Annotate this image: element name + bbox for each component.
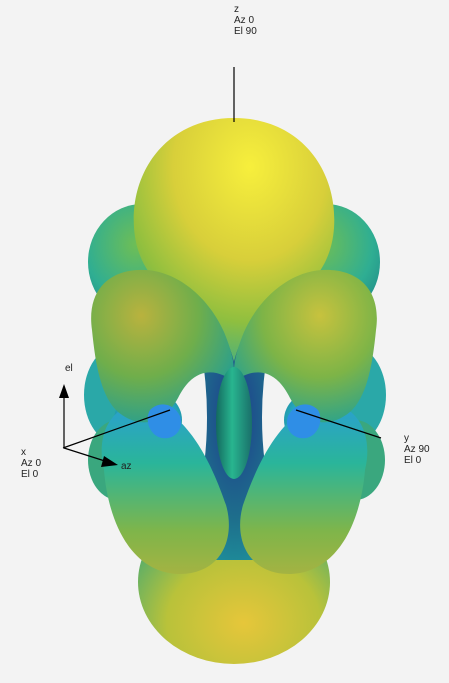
y-axis-elevation: El 0 bbox=[404, 455, 422, 466]
x-axis-line bbox=[62, 409, 171, 449]
y-axis-line bbox=[295, 409, 382, 439]
lower-right-lobe bbox=[240, 403, 368, 575]
x-axis-name: x bbox=[21, 447, 26, 458]
x-axis-azimuth: Az 0 bbox=[21, 458, 42, 469]
y-axis-label: y Az 90 El 0 bbox=[404, 433, 430, 466]
y-axis-name: y bbox=[404, 433, 409, 444]
lower-left-lobe bbox=[101, 403, 229, 575]
x-axis-label: x Az 0 El 0 bbox=[21, 447, 41, 480]
az-arrow-head bbox=[101, 456, 118, 467]
left-cup-inner bbox=[147, 404, 182, 439]
right-cup-inner bbox=[286, 404, 321, 439]
y-axis-azimuth: Az 90 bbox=[404, 444, 430, 455]
x-axis-elevation: El 0 bbox=[21, 469, 39, 480]
triad-el-label: el bbox=[65, 363, 73, 374]
upper-left-lobe bbox=[91, 269, 234, 423]
triad-az-label: az bbox=[121, 461, 132, 472]
az-arrow-shaft bbox=[63, 447, 109, 463]
z-axis-label: z Az 0 El 90 bbox=[234, 4, 257, 37]
el-arrow-head bbox=[59, 384, 69, 398]
center-spindle-lobe bbox=[216, 367, 252, 479]
z-axis-azimuth: Az 0 bbox=[234, 15, 255, 26]
upper-right-lobe bbox=[234, 269, 377, 423]
z-axis-name: z bbox=[234, 4, 239, 15]
z-axis-elevation: El 90 bbox=[234, 26, 257, 37]
